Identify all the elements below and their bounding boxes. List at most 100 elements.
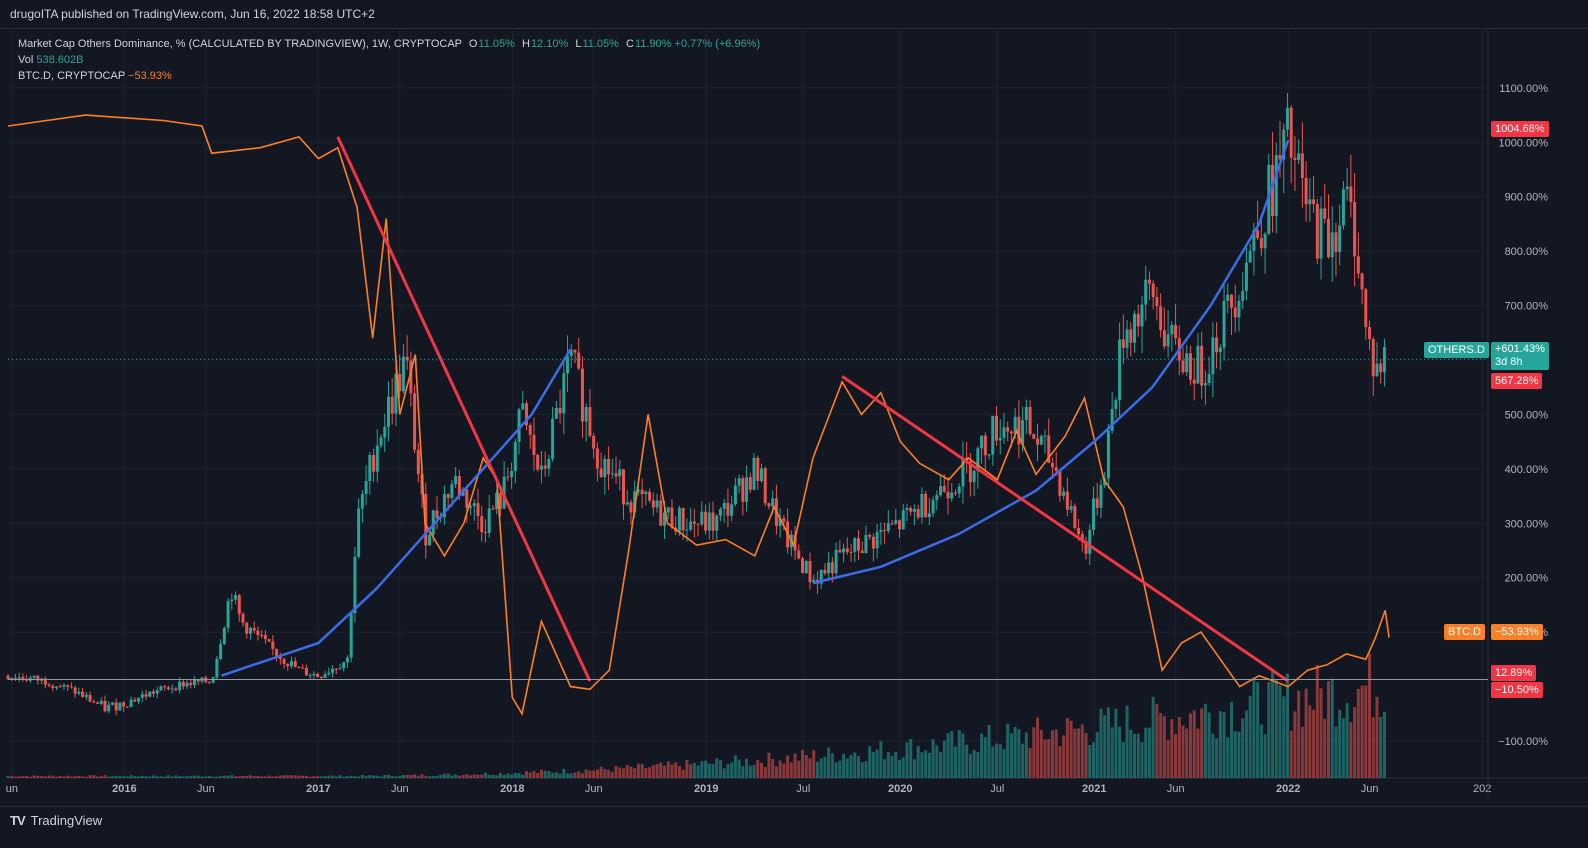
volume-bar bbox=[909, 738, 913, 778]
trendline bbox=[336, 136, 592, 682]
volume-bar bbox=[47, 775, 51, 778]
volume-bar bbox=[1304, 688, 1308, 778]
candle-body bbox=[316, 673, 320, 677]
candle-body bbox=[1144, 279, 1148, 305]
volume-bar bbox=[386, 774, 390, 778]
legend-vol-label: Vol bbox=[18, 54, 34, 66]
candle-body bbox=[304, 667, 308, 676]
volume-bar bbox=[226, 775, 230, 778]
candle-body bbox=[1185, 353, 1189, 373]
candle-body bbox=[1271, 164, 1275, 217]
volume-bar bbox=[431, 775, 435, 778]
candle-body bbox=[278, 656, 282, 660]
candle-body bbox=[1002, 427, 1006, 438]
candle-body bbox=[260, 634, 264, 636]
volume-bar bbox=[819, 758, 823, 778]
volume-bar bbox=[96, 776, 100, 778]
volume-bar bbox=[1334, 726, 1338, 778]
volume-bar bbox=[1050, 730, 1054, 778]
volume-bar bbox=[1095, 732, 1099, 778]
candle-body bbox=[670, 507, 674, 528]
candle-body bbox=[912, 509, 916, 512]
candle-body bbox=[1368, 327, 1372, 339]
candle-body bbox=[1293, 157, 1297, 161]
chart-area[interactable]: 1100.00%1000.00%900.00%800.00%700.00%600… bbox=[0, 28, 1588, 806]
candle-body bbox=[166, 687, 170, 690]
candle-body bbox=[1319, 208, 1323, 259]
candle-body bbox=[103, 700, 107, 712]
volume-bar bbox=[1192, 710, 1196, 778]
candle-body bbox=[704, 511, 708, 531]
volume-bar bbox=[178, 776, 182, 778]
volume-bar bbox=[480, 774, 484, 778]
volume-bar bbox=[1170, 719, 1174, 778]
candle-body bbox=[151, 691, 155, 694]
volume-bar bbox=[390, 776, 394, 778]
volume-bar bbox=[786, 755, 790, 778]
candle-body bbox=[99, 700, 103, 704]
volume-bar bbox=[278, 775, 282, 778]
candle-body bbox=[1349, 186, 1353, 202]
candle-body bbox=[252, 627, 256, 631]
candle-body bbox=[1326, 218, 1330, 258]
candle-body bbox=[1341, 189, 1345, 226]
candle-body bbox=[625, 502, 629, 505]
volume-bar bbox=[722, 768, 726, 778]
volume-bar bbox=[1151, 696, 1155, 778]
volume-bar bbox=[282, 775, 286, 778]
candle-body bbox=[763, 468, 767, 504]
volume-bar bbox=[383, 775, 387, 778]
candle-body bbox=[1192, 379, 1196, 384]
volume-bar bbox=[319, 776, 323, 778]
base-change-tag: −10.50% bbox=[1491, 682, 1543, 698]
x-tick-label: Jun bbox=[197, 783, 215, 795]
candle-body bbox=[405, 356, 409, 361]
volume-bar bbox=[301, 775, 305, 778]
candle-body bbox=[498, 493, 502, 509]
candle-body bbox=[1196, 345, 1200, 384]
candle-body bbox=[32, 675, 36, 678]
volume-bar bbox=[599, 766, 603, 778]
volume-bar bbox=[435, 776, 439, 778]
volume-bar bbox=[1271, 671, 1275, 778]
high-price-tag: 1004.68% bbox=[1491, 121, 1549, 137]
volume-bar bbox=[995, 743, 999, 778]
volume-bar bbox=[924, 750, 928, 778]
candle-body bbox=[883, 530, 887, 532]
candle-body bbox=[77, 691, 81, 694]
candle-body bbox=[1065, 491, 1069, 510]
volume-bar bbox=[1099, 708, 1103, 778]
candle-body bbox=[920, 493, 924, 518]
brand-text: TradingView bbox=[30, 813, 103, 828]
candle-body bbox=[737, 478, 741, 486]
volume-bar bbox=[62, 776, 66, 778]
volume-bar bbox=[950, 730, 954, 778]
volume-bar bbox=[1009, 733, 1013, 778]
candle-body bbox=[289, 661, 293, 667]
legend-c-value: 11.90% bbox=[634, 38, 672, 50]
candle-body bbox=[543, 465, 547, 469]
volume-bar bbox=[457, 775, 461, 778]
volume-bar bbox=[1185, 728, 1189, 778]
candle-body bbox=[1315, 204, 1319, 259]
volume-bar bbox=[801, 750, 805, 778]
candle-body bbox=[1147, 279, 1151, 284]
candle-body bbox=[554, 408, 558, 419]
volume-bar bbox=[1159, 713, 1163, 778]
volume-bar bbox=[595, 769, 599, 778]
candle-body bbox=[442, 494, 446, 518]
volume-bar bbox=[965, 744, 969, 778]
volume-bar bbox=[920, 752, 924, 778]
x-tick-label: 2018 bbox=[500, 783, 524, 795]
volume-bar bbox=[401, 774, 405, 778]
candle-body bbox=[733, 485, 737, 505]
candle-body bbox=[1285, 107, 1289, 130]
candle-body bbox=[588, 407, 592, 436]
volume-bar bbox=[151, 775, 155, 778]
x-tick-label: Jul bbox=[796, 783, 810, 795]
volume-bar bbox=[980, 733, 984, 778]
volume-bar bbox=[1379, 716, 1383, 778]
volume-bar bbox=[763, 767, 767, 778]
candle-body bbox=[1338, 225, 1342, 253]
brand-link[interactable]: TV TradingView bbox=[10, 813, 102, 828]
